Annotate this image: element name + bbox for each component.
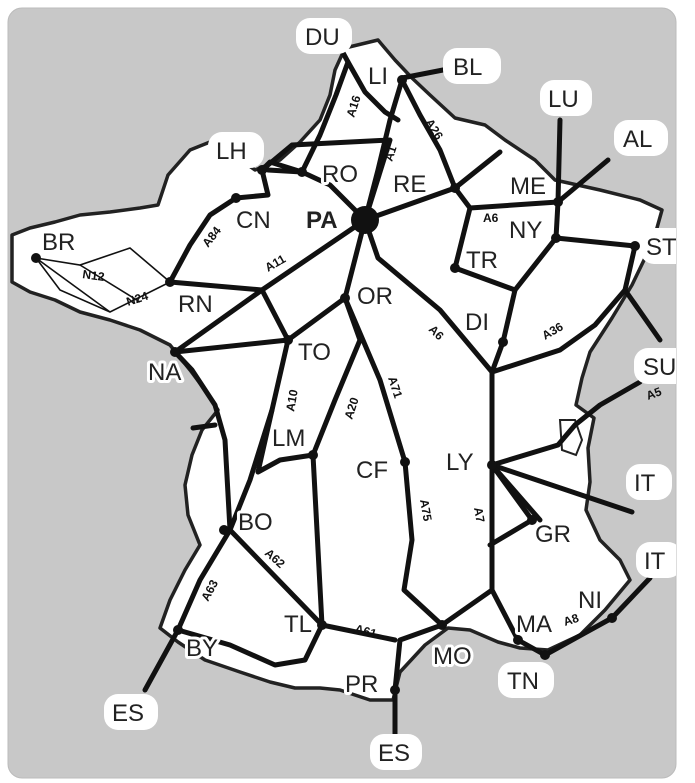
city-label-re: RE xyxy=(393,171,426,198)
city-label-bo: BO xyxy=(238,509,273,536)
svg-text:ST: ST xyxy=(646,234,677,261)
city-node xyxy=(437,620,447,630)
city-node xyxy=(170,347,180,357)
city-label-rn: RN xyxy=(178,291,213,318)
exit-lu: LU xyxy=(540,80,592,116)
city-label-mo: MO xyxy=(433,643,472,670)
city-label-di: DI xyxy=(465,309,489,336)
svg-text:AL: AL xyxy=(623,126,652,153)
city-node xyxy=(257,165,267,175)
svg-text:IT: IT xyxy=(634,470,656,497)
city-node xyxy=(607,613,617,623)
exit-labels: DU BL LH LU AL ST xyxy=(104,18,677,770)
svg-text:BL: BL xyxy=(453,54,482,81)
exit-du: DU xyxy=(296,18,352,54)
road-label-a10: A10 xyxy=(283,388,301,412)
road-label-n24: N24 xyxy=(125,289,151,309)
city-label-to: TO xyxy=(298,339,331,366)
svg-text:ES: ES xyxy=(378,740,410,767)
city-node xyxy=(513,635,523,645)
city-node xyxy=(487,460,497,470)
road-label-n12: N12 xyxy=(82,267,106,284)
svg-text:LU: LU xyxy=(548,86,579,113)
city-label-gr: GR xyxy=(535,521,571,548)
city-label-cn: CN xyxy=(236,207,271,234)
capital-node xyxy=(351,206,379,234)
city-label-tr: TR xyxy=(466,247,498,274)
city-label-na: NA xyxy=(148,359,181,386)
city-node xyxy=(498,337,508,347)
city-node xyxy=(231,193,241,203)
city-node xyxy=(173,625,183,635)
road-label-a6-north: A6 xyxy=(483,211,499,225)
city-node xyxy=(219,525,229,535)
city-nodes xyxy=(31,75,640,695)
exit-tn: TN xyxy=(498,662,554,698)
city-node xyxy=(400,457,410,467)
city-node xyxy=(165,277,175,287)
svg-text:TN: TN xyxy=(507,668,539,695)
city-label-cf: CF xyxy=(356,457,388,484)
city-node xyxy=(630,241,640,251)
city-node xyxy=(31,253,41,263)
exit-su: SU xyxy=(634,348,676,384)
exit-st: ST xyxy=(640,228,677,264)
coast-detail xyxy=(558,419,584,457)
city-label-tl: TL xyxy=(284,611,312,638)
city-label-pr: PR xyxy=(345,671,378,698)
city-label-lm: LM xyxy=(272,425,305,452)
city-label-me: ME xyxy=(510,173,546,200)
exit-es-2: ES xyxy=(370,734,422,770)
city-label-or: OR xyxy=(357,283,393,310)
city-node xyxy=(527,515,537,525)
city-node xyxy=(317,620,327,630)
city-label-ly: LY xyxy=(446,449,474,476)
exit-bl: BL xyxy=(443,48,501,84)
road-label-a7: A7 xyxy=(471,506,488,524)
city-node xyxy=(553,197,563,207)
road-label-a5: A5 xyxy=(644,384,664,403)
city-node xyxy=(540,650,550,660)
city-node xyxy=(308,450,318,460)
svg-text:DU: DU xyxy=(305,24,340,51)
city-label-li: LI xyxy=(368,63,388,90)
road-label-a61: A61 xyxy=(353,621,378,641)
city-label-br: BR xyxy=(42,229,75,256)
road-label-a75: A75 xyxy=(417,498,435,522)
exit-es-1: ES xyxy=(104,694,158,730)
road-label-a1: A1 xyxy=(382,144,400,163)
city-label-ni: NI xyxy=(578,587,602,614)
exit-it-1: IT xyxy=(626,464,672,500)
svg-text:LH: LH xyxy=(216,138,247,165)
city-node xyxy=(551,233,561,243)
city-label-pa: PA xyxy=(306,207,338,234)
city-label-by: BY xyxy=(186,635,218,662)
exit-lh: LH xyxy=(208,132,264,168)
svg-text:SU: SU xyxy=(643,354,676,381)
road-label-a8: A8 xyxy=(562,611,581,629)
svg-text:IT: IT xyxy=(644,548,666,575)
city-label-ny: NY xyxy=(509,217,542,244)
road-label-a16: A16 xyxy=(344,93,364,119)
exit-it-2: IT xyxy=(636,542,676,578)
city-node xyxy=(390,685,400,695)
svg-text:ES: ES xyxy=(112,700,144,727)
city-node xyxy=(340,293,350,303)
city-node xyxy=(450,263,460,273)
road-label-a71: A71 xyxy=(385,375,405,401)
city-label-ro: RO xyxy=(322,161,358,188)
road-label-a20: A20 xyxy=(342,395,362,421)
city-node xyxy=(283,335,293,345)
exit-al: AL xyxy=(614,120,668,156)
city-label-ma: MA xyxy=(516,611,552,638)
city-node xyxy=(297,167,307,177)
city-node xyxy=(397,75,407,85)
city-node xyxy=(450,183,460,193)
city-labels: PA LI RO RE ME NY TR CN BR RN OR TO NA D… xyxy=(39,60,605,701)
